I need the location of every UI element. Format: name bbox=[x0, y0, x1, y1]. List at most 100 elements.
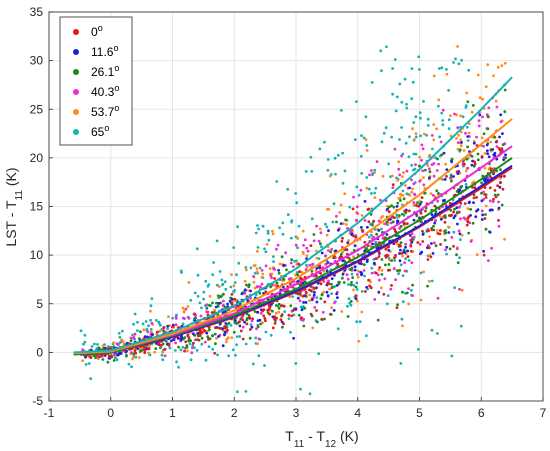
scatter-point-2 bbox=[426, 284, 429, 288]
scatter-point-4 bbox=[449, 114, 452, 117]
scatter-point-0 bbox=[369, 286, 373, 289]
scatter-point-5 bbox=[410, 67, 414, 70]
scatter-point-4 bbox=[427, 279, 431, 283]
scatter-point-0 bbox=[263, 317, 267, 320]
scatter-point-2 bbox=[211, 334, 214, 338]
scatter-point-5 bbox=[295, 201, 299, 205]
scatter-point-5 bbox=[257, 227, 260, 231]
scatter-point-3 bbox=[432, 174, 436, 178]
scatter-point-5 bbox=[281, 221, 285, 225]
scatter-point-5 bbox=[393, 58, 397, 61]
legend-label: 26.1o bbox=[91, 63, 119, 79]
scatter-point-5 bbox=[367, 187, 371, 191]
scatter-point-4 bbox=[243, 279, 247, 283]
scatter-point-1 bbox=[480, 218, 484, 221]
scatter-point-3 bbox=[383, 277, 387, 281]
scatter-point-1 bbox=[474, 215, 478, 219]
y-tick-label: 10 bbox=[30, 248, 44, 262]
scatter-point-5 bbox=[391, 92, 394, 96]
scatter-point-4 bbox=[456, 45, 459, 48]
scatter-point-4 bbox=[395, 242, 399, 246]
scatter-point-0 bbox=[382, 292, 386, 296]
scatter-point-3 bbox=[317, 239, 321, 243]
scatter-point-5 bbox=[355, 185, 359, 189]
scatter-point-5 bbox=[467, 68, 471, 72]
scatter-point-2 bbox=[398, 214, 401, 217]
scatter-point-5 bbox=[410, 163, 414, 167]
scatter-point-0 bbox=[367, 278, 370, 282]
scatter-point-3 bbox=[205, 303, 209, 307]
scatter-point-2 bbox=[472, 164, 476, 168]
scatter-point-5 bbox=[294, 192, 298, 195]
scatter-point-2 bbox=[350, 266, 354, 270]
scatter-point-3 bbox=[363, 219, 367, 222]
scatter-point-3 bbox=[250, 319, 254, 323]
scatter-point-0 bbox=[247, 316, 251, 319]
y-tick-labels: -5 0 5 10 15 20 25 30 35 bbox=[30, 5, 44, 408]
scatter-point-5 bbox=[398, 82, 402, 86]
x-tick-label: 5 bbox=[416, 406, 423, 420]
scatter-point-3 bbox=[305, 246, 309, 250]
scatter-point-5 bbox=[249, 323, 253, 326]
scatter-point-3 bbox=[324, 254, 328, 258]
scatter-point-2 bbox=[471, 221, 475, 225]
scatter-point-5 bbox=[211, 347, 215, 351]
x-tick-label: 2 bbox=[231, 406, 238, 420]
scatter-point-2 bbox=[138, 349, 142, 353]
scatter-point-5 bbox=[113, 356, 117, 360]
y-tick-label: 5 bbox=[36, 297, 43, 311]
scatter-point-4 bbox=[325, 233, 329, 237]
scatter-point-2 bbox=[274, 304, 278, 307]
scatter-point-2 bbox=[467, 231, 471, 235]
scatter-point-5 bbox=[263, 247, 266, 251]
scatter-point-5 bbox=[181, 322, 185, 326]
scatter-point-2 bbox=[466, 100, 470, 104]
scatter-point-1 bbox=[166, 324, 170, 328]
scatter-point-4 bbox=[137, 356, 141, 359]
scatter-point-1 bbox=[481, 213, 485, 217]
scatter-point-0 bbox=[223, 325, 226, 329]
scatter-point-5 bbox=[431, 147, 434, 151]
scatter-point-3 bbox=[311, 262, 315, 266]
scatter-point-5 bbox=[266, 229, 270, 233]
scatter-point-2 bbox=[390, 259, 394, 262]
scatter-point-2 bbox=[391, 220, 395, 224]
scatter-point-2 bbox=[369, 213, 373, 216]
scatter-point-4 bbox=[470, 110, 474, 114]
scatter-point-0 bbox=[309, 312, 313, 316]
scatter-point-0 bbox=[395, 306, 399, 309]
scatter-point-5 bbox=[323, 140, 326, 144]
scatter-point-5 bbox=[251, 362, 255, 366]
scatter-point-5 bbox=[177, 365, 181, 369]
scatter-point-2 bbox=[458, 148, 462, 152]
scatter-point-5 bbox=[286, 213, 290, 217]
scatter-point-5 bbox=[218, 270, 222, 273]
scatter-point-3 bbox=[289, 261, 293, 265]
scatter-point-0 bbox=[393, 216, 396, 220]
scatter-point-0 bbox=[400, 252, 404, 255]
scatter-point-0 bbox=[214, 326, 217, 330]
scatter-point-5 bbox=[395, 95, 399, 99]
scatter-point-3 bbox=[289, 277, 293, 280]
scatter-point-0 bbox=[439, 229, 442, 232]
scatter-point-3 bbox=[270, 276, 273, 280]
scatter-point-4 bbox=[388, 258, 391, 262]
scatter-point-5 bbox=[400, 100, 404, 104]
scatter-point-1 bbox=[325, 290, 329, 294]
scatter-point-3 bbox=[369, 169, 373, 172]
scatter-point-5 bbox=[308, 392, 312, 396]
scatter-point-2 bbox=[277, 271, 281, 275]
scatter-point-0 bbox=[503, 174, 506, 178]
scatter-point-3 bbox=[475, 135, 478, 139]
scatter-point-1 bbox=[172, 338, 176, 341]
scatter-point-3 bbox=[488, 199, 492, 203]
scatter-point-5 bbox=[404, 257, 407, 261]
scatter-point-1 bbox=[395, 205, 399, 208]
scatter-point-5 bbox=[281, 232, 285, 236]
scatter-point-2 bbox=[476, 158, 480, 162]
scatter-point-3 bbox=[132, 336, 136, 339]
scatter-point-5 bbox=[149, 304, 153, 308]
scatter-point-2 bbox=[448, 247, 452, 251]
scatter-point-4 bbox=[432, 123, 436, 126]
scatter-point-1 bbox=[487, 155, 491, 159]
